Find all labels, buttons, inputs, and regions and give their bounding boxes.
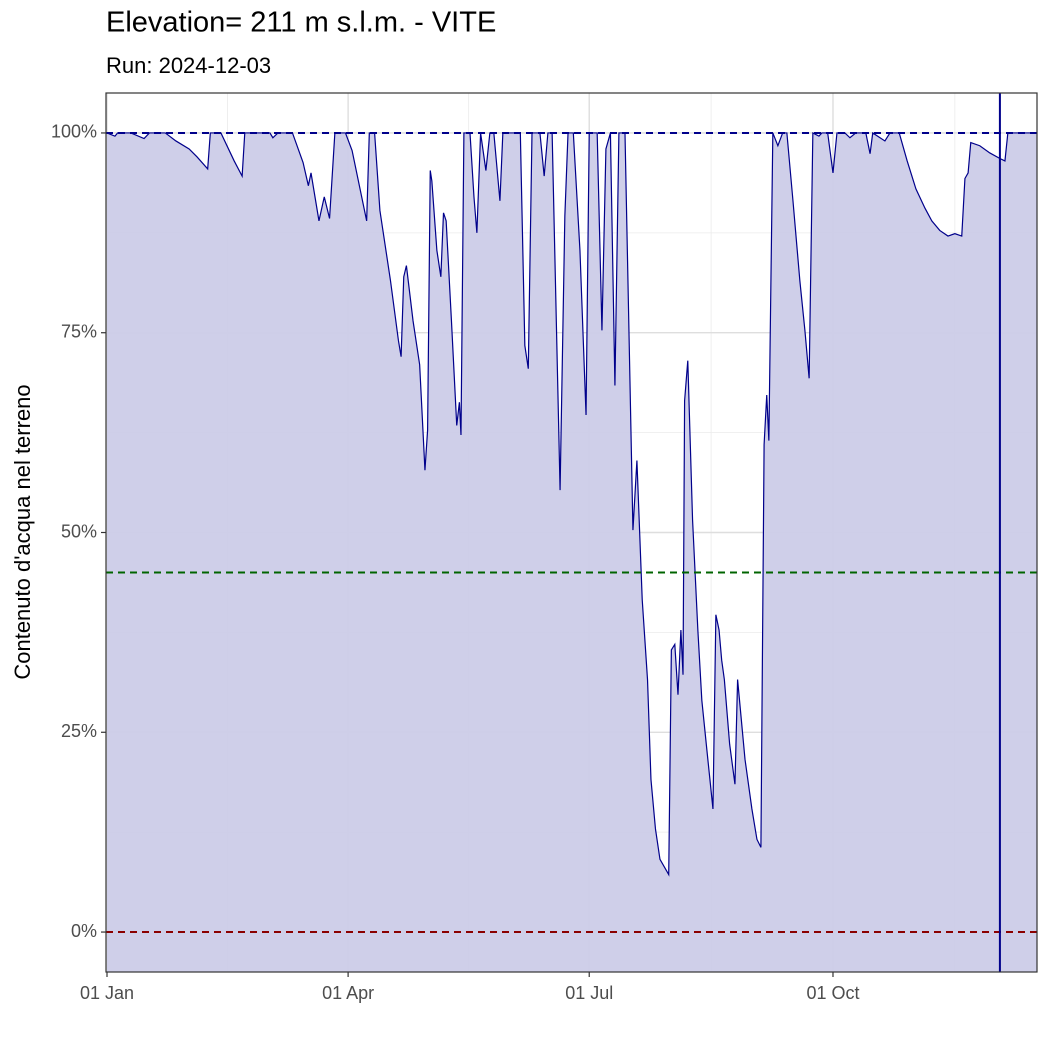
chart-subtitle: Run: 2024-12-03	[106, 53, 271, 78]
area	[107, 132, 1037, 973]
y-tick-label: 50%	[61, 521, 97, 541]
x-tick-label: 01 Oct	[806, 983, 859, 1003]
y-axis-label: Contenuto d'acqua nel terreno	[10, 384, 35, 679]
y-tick-label: 100%	[51, 122, 97, 142]
x-tick-label: 01 Jul	[565, 983, 613, 1003]
y-tick-label: 75%	[61, 321, 97, 341]
y-tick-label: 25%	[61, 721, 97, 741]
x-tick-label: 01 Apr	[322, 983, 374, 1003]
chart-title: Elevation= 211 m s.l.m. - VITE	[106, 7, 496, 39]
x-tick-label: 01 Jan	[80, 983, 134, 1003]
y-tick-label: 0%	[71, 921, 97, 941]
